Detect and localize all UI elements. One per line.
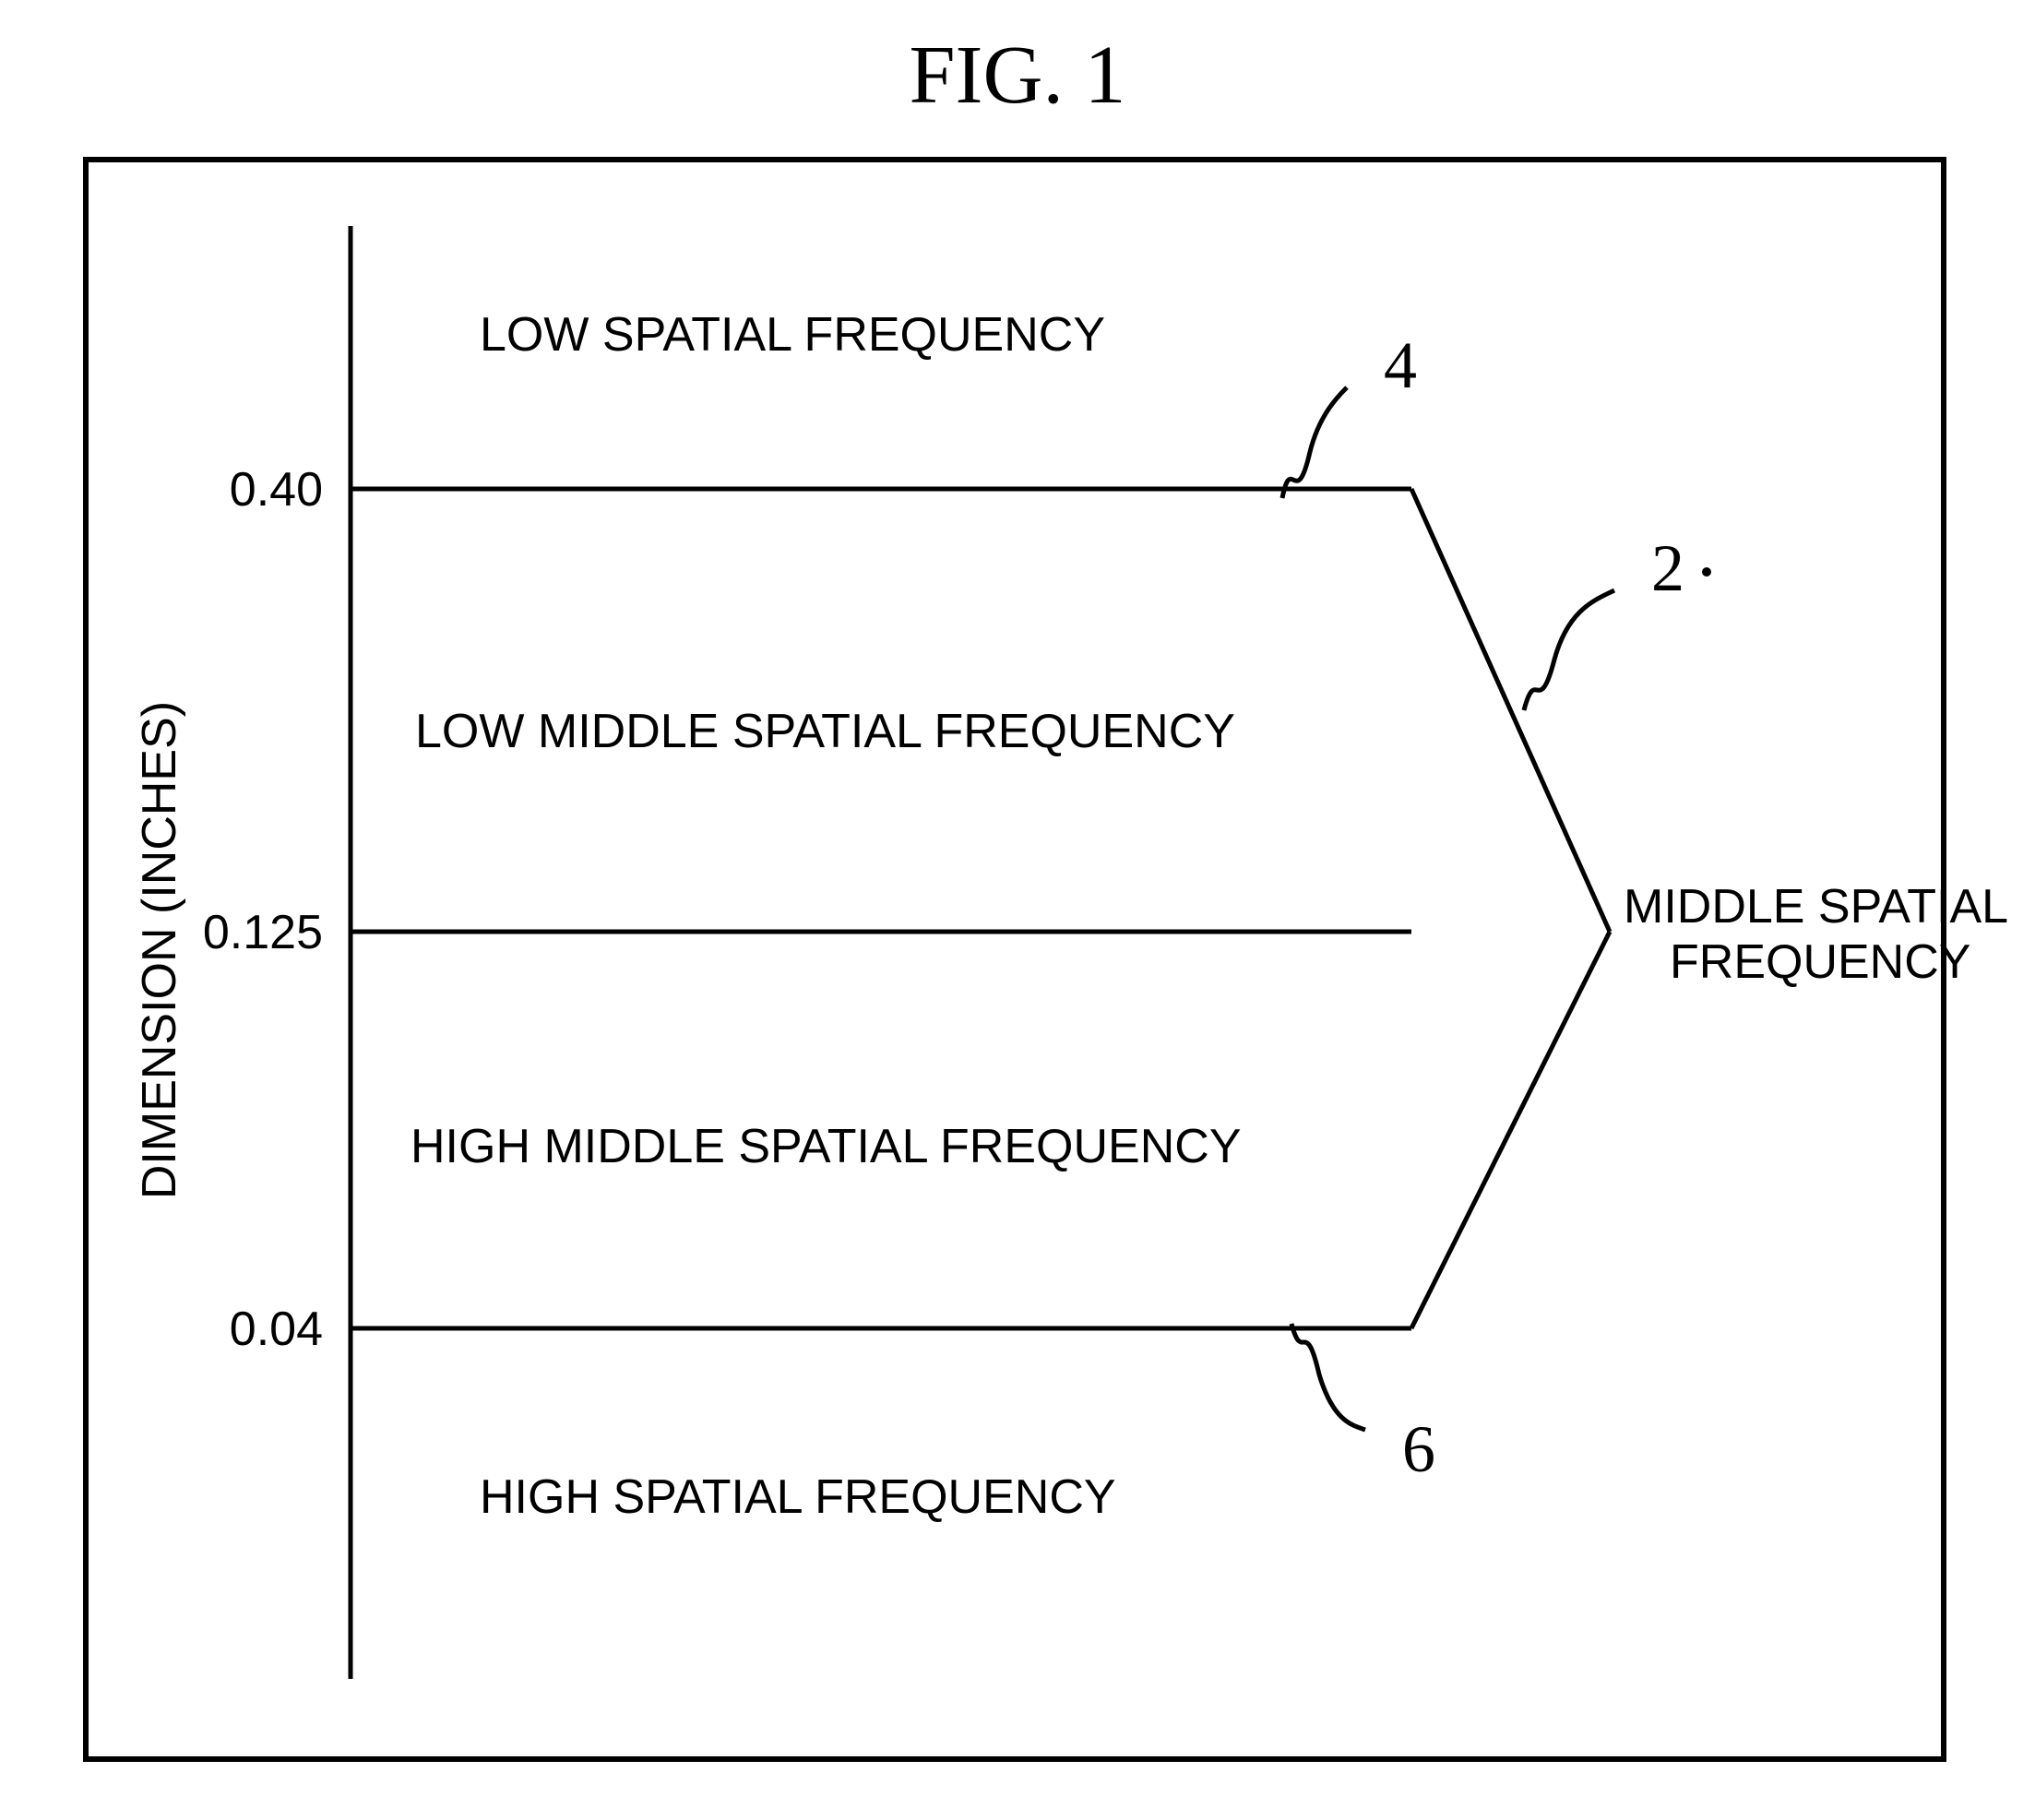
callout-2-leader [1524, 590, 1614, 710]
diagram-svg: DIMENSION (INCHES) 0.40 0.125 0.04 LOW S… [0, 0, 2035, 1820]
band-label-low: LOW SPATIAL FREQUENCY [480, 308, 1105, 362]
callout-4-text: 4 [1384, 328, 1417, 402]
tick-label-0: 0.40 [230, 463, 323, 517]
band-label-high: HIGH SPATIAL FREQUENCY [480, 1470, 1116, 1524]
band-label-high-mid: HIGH MIDDLE SPATIAL FREQUENCY [411, 1120, 1242, 1173]
y-axis-label: DIMENSION (INCHES) [133, 701, 186, 1199]
callout-4-leader [1282, 387, 1347, 498]
tick-label-2: 0.04 [230, 1303, 323, 1356]
tick-label-1: 0.125 [203, 906, 323, 959]
callout-2-dot [1702, 567, 1711, 577]
callout-2-text: 2 [1651, 531, 1684, 605]
band-label-low-mid: LOW MIDDLE SPATIAL FREQUENCY [415, 705, 1235, 758]
bracket-top-diagonal [1411, 489, 1610, 932]
callout-6-leader [1291, 1324, 1365, 1430]
bracket-label-line1: MIDDLE SPATIAL [1624, 880, 2008, 934]
bracket-bottom-diagonal [1411, 932, 1610, 1328]
bracket-label-line2: FREQUENCY [1670, 935, 1970, 989]
callout-6-text: 6 [1402, 1412, 1435, 1486]
